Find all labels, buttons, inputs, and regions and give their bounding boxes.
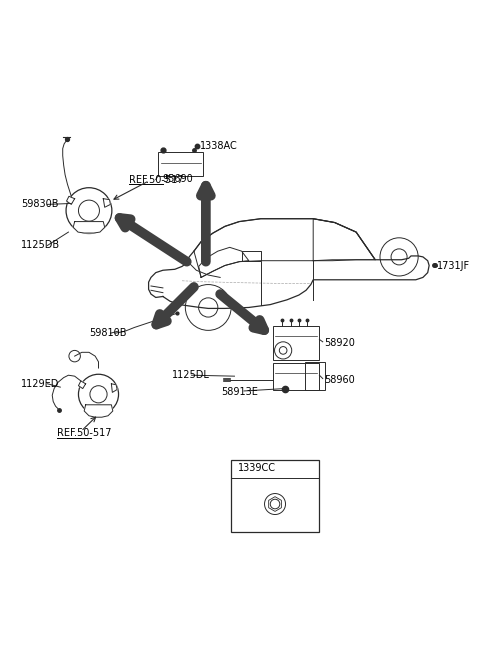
Text: 1125DB: 1125DB xyxy=(21,240,60,250)
Text: 59810B: 59810B xyxy=(89,328,126,338)
Text: 58960: 58960 xyxy=(324,375,355,385)
Text: REF.50-517: REF.50-517 xyxy=(129,175,183,185)
Text: 1338AC: 1338AC xyxy=(200,141,238,151)
Bar xyxy=(231,460,319,532)
Text: 1731JF: 1731JF xyxy=(437,261,470,271)
Text: 95690: 95690 xyxy=(162,174,192,183)
Text: REF.50-517: REF.50-517 xyxy=(57,428,111,438)
Polygon shape xyxy=(78,381,85,388)
Text: 1339CC: 1339CC xyxy=(238,463,276,474)
Polygon shape xyxy=(73,221,105,233)
Text: 1129ED: 1129ED xyxy=(21,379,59,389)
Bar xyxy=(158,152,204,176)
Text: 58920: 58920 xyxy=(324,338,355,348)
Polygon shape xyxy=(111,384,117,392)
Polygon shape xyxy=(84,405,113,417)
Bar xyxy=(273,364,319,390)
Polygon shape xyxy=(103,198,110,207)
Polygon shape xyxy=(67,196,75,204)
Text: 58913E: 58913E xyxy=(221,387,258,397)
Bar xyxy=(273,326,319,360)
Bar xyxy=(305,362,325,390)
Text: 1125DL: 1125DL xyxy=(171,370,209,380)
Text: 59830B: 59830B xyxy=(21,199,58,210)
